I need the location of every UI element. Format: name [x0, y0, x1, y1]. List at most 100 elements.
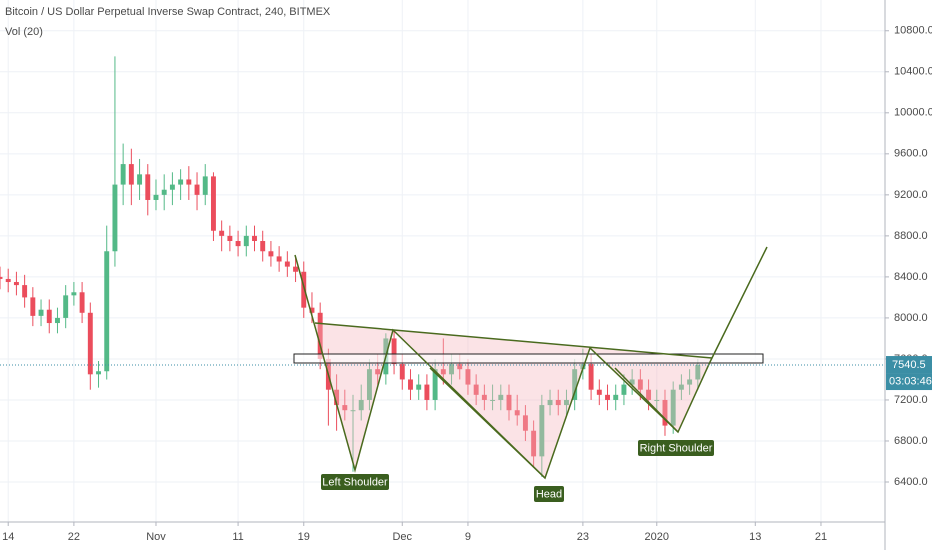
candle-body [268, 251, 274, 257]
candle-body [145, 174, 151, 200]
x-tick-label: 19 [298, 531, 310, 543]
candle-body [13, 282, 19, 286]
candle-body [564, 399, 569, 406]
y-tick-label: 6800.0 [894, 435, 928, 447]
candle-body [621, 384, 627, 395]
annotation: Right Shoulder [640, 442, 713, 454]
candle-body [588, 364, 594, 390]
candle-body [432, 369, 438, 400]
candle-body [284, 261, 290, 267]
candle-body [547, 399, 553, 406]
zigzag [294, 246, 768, 480]
countdown-box [886, 373, 932, 391]
candle-body [366, 369, 372, 400]
neckline [314, 322, 713, 359]
label-box [534, 486, 564, 502]
candle-body [22, 285, 28, 298]
candle-body [457, 364, 463, 370]
head-line [429, 367, 546, 479]
candle-body [646, 389, 652, 400]
annotation: Head [536, 488, 562, 500]
candle-body [670, 389, 676, 426]
shade [590, 348, 712, 432]
candle-body [555, 399, 561, 406]
candle-body [465, 369, 471, 385]
candle-body [605, 394, 610, 400]
candle-body [449, 364, 454, 375]
candle-body [506, 394, 512, 411]
candle-body [637, 379, 643, 390]
candle-body [137, 174, 143, 185]
candle-body [539, 405, 545, 457]
candle-body [186, 179, 192, 185]
candle-body [5, 278, 11, 283]
shoulder-line [614, 367, 679, 433]
candle-body [194, 184, 200, 195]
y-tick-label: 10400.0 [894, 66, 932, 78]
candle-body [293, 266, 299, 272]
x-tick-label: Nov [146, 531, 166, 543]
y-tick-label: 7200.0 [894, 394, 928, 406]
candle-body [317, 312, 323, 359]
candle-body [629, 379, 635, 385]
candle-body [531, 430, 537, 457]
candle-body [424, 384, 430, 400]
candle-body [30, 297, 36, 316]
x-tick-label: Dec [392, 531, 412, 543]
candle-body [350, 410, 356, 412]
y-tick-label: 10000.0 [894, 107, 932, 119]
neckline-box [293, 353, 764, 364]
candle-body [63, 295, 69, 318]
y-tick-label: 6400.0 [894, 476, 928, 488]
candle-body [416, 384, 422, 390]
x-tick-label: 22 [68, 531, 80, 543]
indicator-label: Vol (20) [5, 26, 43, 38]
label-box [321, 474, 389, 490]
annotation: Left Shoulder [322, 476, 388, 488]
candle-body [260, 241, 266, 252]
candle-body [695, 365, 701, 380]
axis-layer: 6400.06800.07200.07600.08000.08400.08800… [0, 25, 932, 543]
last-price-label: 7540.5 [892, 359, 926, 371]
candle-body [408, 379, 413, 390]
y-tick-label: 9600.0 [894, 148, 928, 160]
candle-body [0, 276, 3, 279]
candle-body [120, 164, 126, 185]
candle-layer [0, 56, 701, 477]
candle-body [678, 384, 684, 390]
candle-body [210, 176, 216, 231]
candle-body [219, 230, 225, 236]
candle-body [514, 410, 520, 416]
candle-body [252, 235, 257, 242]
candle-body [473, 384, 479, 395]
candle-body [276, 256, 282, 262]
candle-body [342, 405, 348, 411]
candle-body [309, 307, 315, 313]
candle-body [202, 176, 208, 195]
candle-body [687, 379, 693, 385]
candle-body [169, 184, 175, 190]
y-tick-label: 8400.0 [894, 271, 928, 283]
label-box [638, 440, 714, 456]
candle-body [243, 235, 249, 247]
last-price-box [886, 356, 932, 374]
candle-body [375, 369, 381, 375]
candle-body [104, 251, 110, 372]
shade [393, 330, 590, 478]
candle-body [662, 399, 668, 426]
candle-body [522, 415, 528, 431]
candle-body [481, 394, 487, 400]
candle-body [161, 189, 167, 195]
candle-body [178, 179, 184, 185]
shade [315, 323, 393, 470]
candle-body [71, 292, 77, 296]
candle-body [235, 241, 241, 247]
y-tick-label: 9200.0 [894, 189, 928, 201]
candle-body [490, 399, 496, 401]
x-tick-label: 14 [2, 531, 14, 543]
grid-layer [0, 0, 885, 522]
x-tick-label: 21 [815, 531, 827, 543]
candle-body [227, 235, 233, 242]
